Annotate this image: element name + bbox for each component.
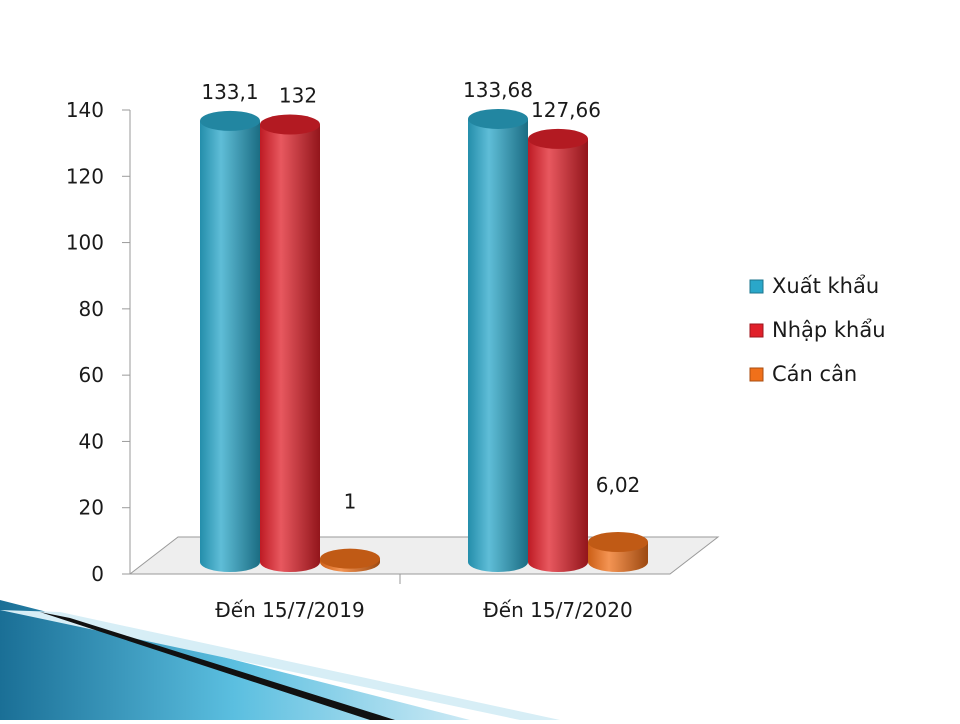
y-axis-ticks: 0 20 40 60 80 100 120 140 <box>66 98 130 586</box>
x-axis-labels: Đến 15/7/2019 Đến 15/7/2020 <box>215 598 632 622</box>
data-label: 133,1 <box>201 80 258 104</box>
legend: Xuất khẩu Nhập khẩu Cán cân <box>749 274 886 386</box>
bar-cán-cân-0: 1 <box>320 490 380 572</box>
bar-cap <box>320 548 380 569</box>
bar-cán-cân-1: 6,02 <box>588 473 648 572</box>
y-tick-label: 20 <box>79 496 104 520</box>
bar-body <box>260 124 320 572</box>
bar-cap <box>468 108 528 129</box>
y-tick-label: 40 <box>79 429 104 453</box>
data-label: 132 <box>279 84 317 108</box>
decoration-dark-wedge <box>40 612 395 720</box>
x-tick-label: Đến 15/7/2019 <box>215 598 364 622</box>
y-tick-label: 80 <box>79 297 104 321</box>
bar-cap <box>260 114 320 135</box>
x-tick-label: Đến 15/7/2020 <box>483 598 632 622</box>
legend-swatch <box>749 323 764 338</box>
y-tick-label: 140 <box>66 98 104 122</box>
corner-decoration <box>0 600 560 720</box>
legend-label: Cán cân <box>772 362 857 386</box>
bar-nhập-khẩu-0: 132 <box>260 84 320 572</box>
bar-xuất-khẩu-1: 133,68 <box>463 78 533 572</box>
data-label: 127,66 <box>531 98 601 122</box>
bar-cap <box>528 128 588 149</box>
bar-body <box>200 120 260 573</box>
y-tick-label: 120 <box>66 164 104 188</box>
bar-nhập-khẩu-1: 127,66 <box>528 98 601 572</box>
bar-body <box>468 118 528 572</box>
legend-label: Xuất khẩu <box>772 274 879 298</box>
y-tick-label: 0 <box>91 562 104 586</box>
legend-label: Nhập khẩu <box>772 318 886 342</box>
legend-swatch <box>749 367 764 382</box>
y-tick-label: 60 <box>79 363 104 387</box>
y-tick-label: 100 <box>66 231 104 255</box>
decoration-light-wedge <box>0 610 560 720</box>
bar-cap <box>200 110 260 131</box>
data-label: 133,68 <box>463 78 533 102</box>
data-label: 6,02 <box>596 473 641 497</box>
bar-body <box>528 138 588 572</box>
bar-xuất-khẩu-0: 133,1 <box>200 80 260 573</box>
legend-swatch <box>749 279 764 294</box>
bar-cap <box>588 532 648 553</box>
data-label: 1 <box>344 490 357 514</box>
